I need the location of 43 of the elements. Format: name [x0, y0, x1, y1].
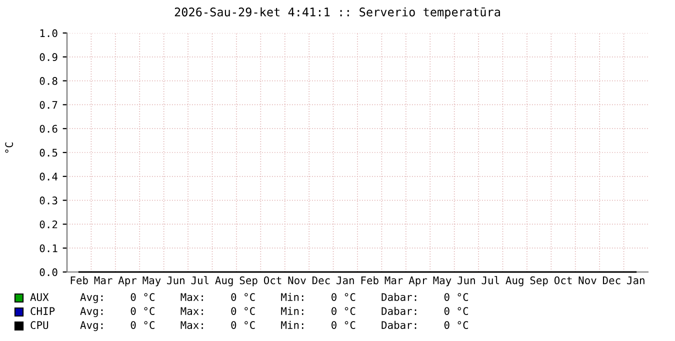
- x-tick-label: Sep: [240, 276, 258, 286]
- y-tick-label: 0.8: [40, 77, 58, 85]
- y-tick-label: 0.2: [40, 220, 58, 228]
- x-tick-label: Oct: [264, 276, 282, 284]
- y-tick-label: 0.6: [40, 124, 58, 133]
- y-tick-label: 0.0: [40, 268, 58, 276]
- x-tick-label: Sep: [530, 276, 548, 286]
- x-tick-label: Nov: [578, 276, 596, 284]
- text: Avg: 0 °C Max: 0 °C Min: 0 °C Dabar: 0 °C: [80, 320, 468, 332]
- x-tick-label: Jan: [627, 276, 644, 284]
- y-tick-label: 0.7: [40, 100, 58, 109]
- y-tick-label: 0.4: [40, 172, 58, 181]
- x-tick-label: Dec: [602, 276, 620, 284]
- x-tick-label: Aug: [506, 276, 524, 286]
- legend-label: AUX: [30, 293, 49, 302]
- x-tick-label: Mar: [94, 276, 112, 284]
- text: Avg: 0 °C Max: 0 °C Min: 0 °C Dabar: 0 °C: [80, 306, 468, 318]
- x-tick-label: Jul: [482, 276, 500, 284]
- y-tick-label: 0.1: [40, 244, 58, 252]
- x-tick-label: May: [433, 276, 452, 286]
- x-tick-label: Feb: [70, 276, 88, 284]
- x-tick-label: Mar: [384, 276, 403, 284]
- y-tick-label: 1.0: [40, 29, 58, 38]
- x-tick-label: Jun: [167, 276, 184, 284]
- y-axis-title: °C: [5, 142, 14, 153]
- y-tick-label: 0.5: [40, 148, 58, 157]
- x-tick-label: Dec: [312, 276, 330, 284]
- x-tick-label: Jan: [336, 276, 354, 284]
- y-tick-label: 0.3: [40, 196, 58, 204]
- legend-label: CPU: [30, 321, 48, 330]
- x-tick-label: Feb: [361, 276, 378, 284]
- chart-title: 2026-Sau-29-ket 4:41:1 :: Serverio temperatūra: [174, 7, 500, 19]
- x-tick-label: Jun: [458, 276, 475, 284]
- x-tick-label: Jul: [191, 276, 209, 284]
- x-tick-label: Nov: [288, 276, 306, 284]
- text: Avg: 0 °C Max: 0 °C Min: 0 °C Dabar: 0 °C: [80, 292, 468, 304]
- x-tick-label: Apr: [118, 276, 137, 286]
- x-tick-label: Apr: [408, 276, 428, 286]
- legend-label: CHIP: [30, 307, 55, 316]
- x-tick-label: Aug: [215, 276, 233, 286]
- y-tick-label: 0.9: [40, 53, 58, 62]
- x-tick-label: May: [142, 276, 161, 286]
- x-tick-label: Oct: [554, 276, 572, 284]
